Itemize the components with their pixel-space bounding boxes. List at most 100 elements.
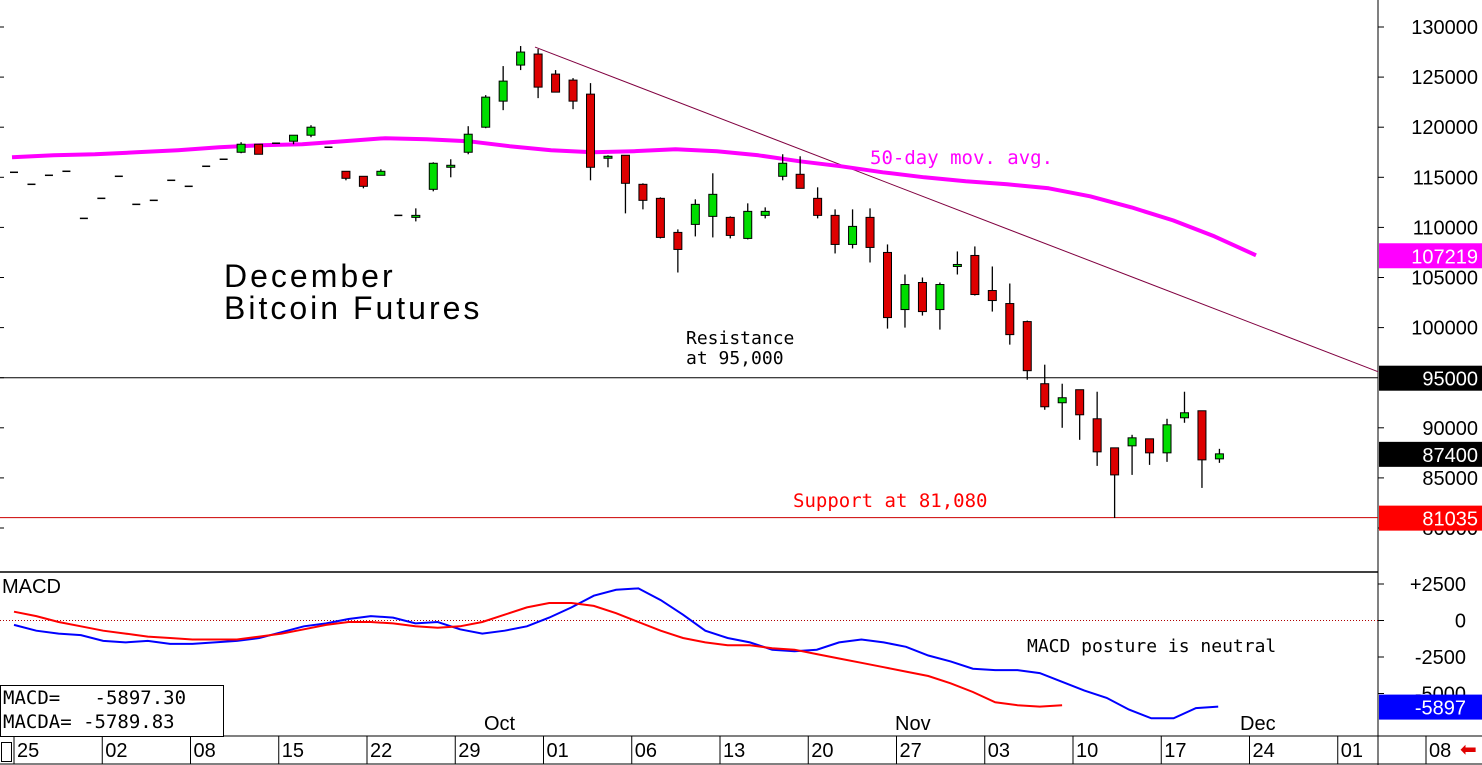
macd-readout-label: MACD= (3, 687, 61, 709)
price-tick-label: 120000 (1411, 117, 1478, 139)
candle-body (1075, 389, 1085, 416)
support-label: Support at 81,080 (793, 490, 987, 512)
candle-body (760, 210, 770, 216)
downtrend-line (534, 46, 1379, 373)
candle-body (795, 173, 805, 189)
candle-body (743, 210, 753, 239)
macd-readout-value: -5897.30 (94, 687, 187, 709)
macd-signal-line (13, 602, 1063, 708)
time-tick-label: 08 (194, 740, 216, 762)
price-tag (1379, 505, 1482, 531)
macda-readout-value: -5789.83 (83, 711, 175, 733)
candle-body (638, 183, 648, 201)
price-tag-label: 107219 (1411, 246, 1478, 268)
price-tag (1379, 441, 1482, 467)
candle-body (970, 254, 980, 296)
time-tick-label: 25 (17, 740, 39, 762)
candle-body (1110, 447, 1120, 476)
macd-tick-label: -2500 (1415, 647, 1466, 669)
corner-toggle-button[interactable] (1, 742, 12, 762)
candle-body (463, 133, 473, 153)
candle-body (411, 214, 421, 218)
price-tick-label: 125000 (1411, 67, 1478, 89)
candle-body (551, 73, 561, 93)
time-tick-label: 01 (547, 740, 569, 762)
time-tick-label: 03 (988, 740, 1010, 762)
candle-body (1005, 303, 1015, 336)
candle-body (690, 203, 700, 225)
candle-body (778, 162, 788, 177)
candle-body (236, 143, 246, 153)
candle-body (900, 284, 910, 311)
candle-body (673, 231, 683, 250)
candle-body (428, 162, 438, 190)
candle-body (1214, 453, 1224, 460)
candle-body (586, 93, 596, 168)
candle-body (1162, 424, 1172, 454)
candle-body (568, 79, 578, 102)
candle-body (1057, 397, 1067, 404)
candle-body (1127, 437, 1137, 447)
candle-body (446, 164, 456, 168)
candle-body (603, 155, 613, 159)
candle-body (917, 282, 927, 313)
resistance-label: at 95,000 (686, 348, 784, 369)
candle-body (883, 251, 892, 319)
macd-line (13, 587, 1219, 720)
candle-body (341, 170, 351, 179)
candle-body (481, 96, 491, 128)
candle-body (987, 290, 997, 302)
candle-body (1092, 418, 1102, 453)
moving-average-line (11, 136, 1257, 258)
candle-body (620, 154, 630, 184)
candle-body (952, 263, 962, 267)
month-label: Oct (484, 713, 516, 735)
candle-body (516, 51, 526, 66)
macd-tick-label: 0 (1455, 611, 1466, 633)
candle-body (935, 284, 945, 311)
candle-body (708, 193, 718, 217)
time-tick-label: 01 (1341, 740, 1363, 762)
candle-body (1145, 438, 1155, 454)
candle-body (1022, 321, 1032, 372)
time-tick-label: 17 (1164, 740, 1186, 762)
candle-body (813, 197, 823, 216)
month-label: Nov (895, 713, 931, 735)
chart-title-line: Bitcoin Futures (224, 290, 482, 326)
candle-body (306, 126, 316, 136)
time-tick-label: 22 (370, 740, 392, 762)
candle-body (1040, 383, 1050, 408)
time-tick-label: 15 (282, 740, 304, 762)
candle-body (848, 225, 858, 245)
macd-panel-title: MACD (2, 576, 61, 598)
macd-readout-line: MACD= -5897.30 (1, 686, 223, 710)
candle-body (498, 80, 508, 102)
ma-label: 50-day mov. avg. (870, 147, 1053, 169)
time-tick-label: 29 (458, 740, 480, 762)
candle-body (830, 214, 840, 245)
price-tick-label: 105000 (1411, 268, 1478, 290)
candle-body (1197, 410, 1207, 461)
candle-body (289, 134, 299, 142)
time-tick-label: 27 (900, 740, 922, 762)
price-tick-label: 100000 (1411, 318, 1478, 340)
scroll-left-arrow-icon[interactable]: ⬅ (1460, 737, 1477, 761)
price-tag (1379, 243, 1482, 269)
macda-readout-label: MACDA= (3, 711, 72, 733)
candle-body (254, 143, 264, 155)
time-tick-label: 24 (1253, 740, 1275, 762)
time-tick-label: 06 (635, 740, 657, 762)
price-tick-label: 90000 (1422, 418, 1478, 440)
macd-value-tag-label: -5897 (1415, 698, 1466, 720)
time-tick-label: 10 (1076, 740, 1098, 762)
candle-body (376, 170, 386, 176)
time-tick-label: 08 (1429, 740, 1451, 762)
month-label: Dec (1240, 713, 1276, 735)
macd-readout: MACD= -5897.30 MACDA= -5789.83 (0, 685, 224, 737)
macd-annotation: MACD posture is neutral (1027, 636, 1276, 657)
macda-readout-line: MACDA= -5789.83 (1, 710, 223, 734)
price-tick-label: 85000 (1422, 468, 1478, 490)
price-tick-label: 110000 (1413, 217, 1478, 239)
price-tick-label: 130000 (1411, 17, 1478, 39)
